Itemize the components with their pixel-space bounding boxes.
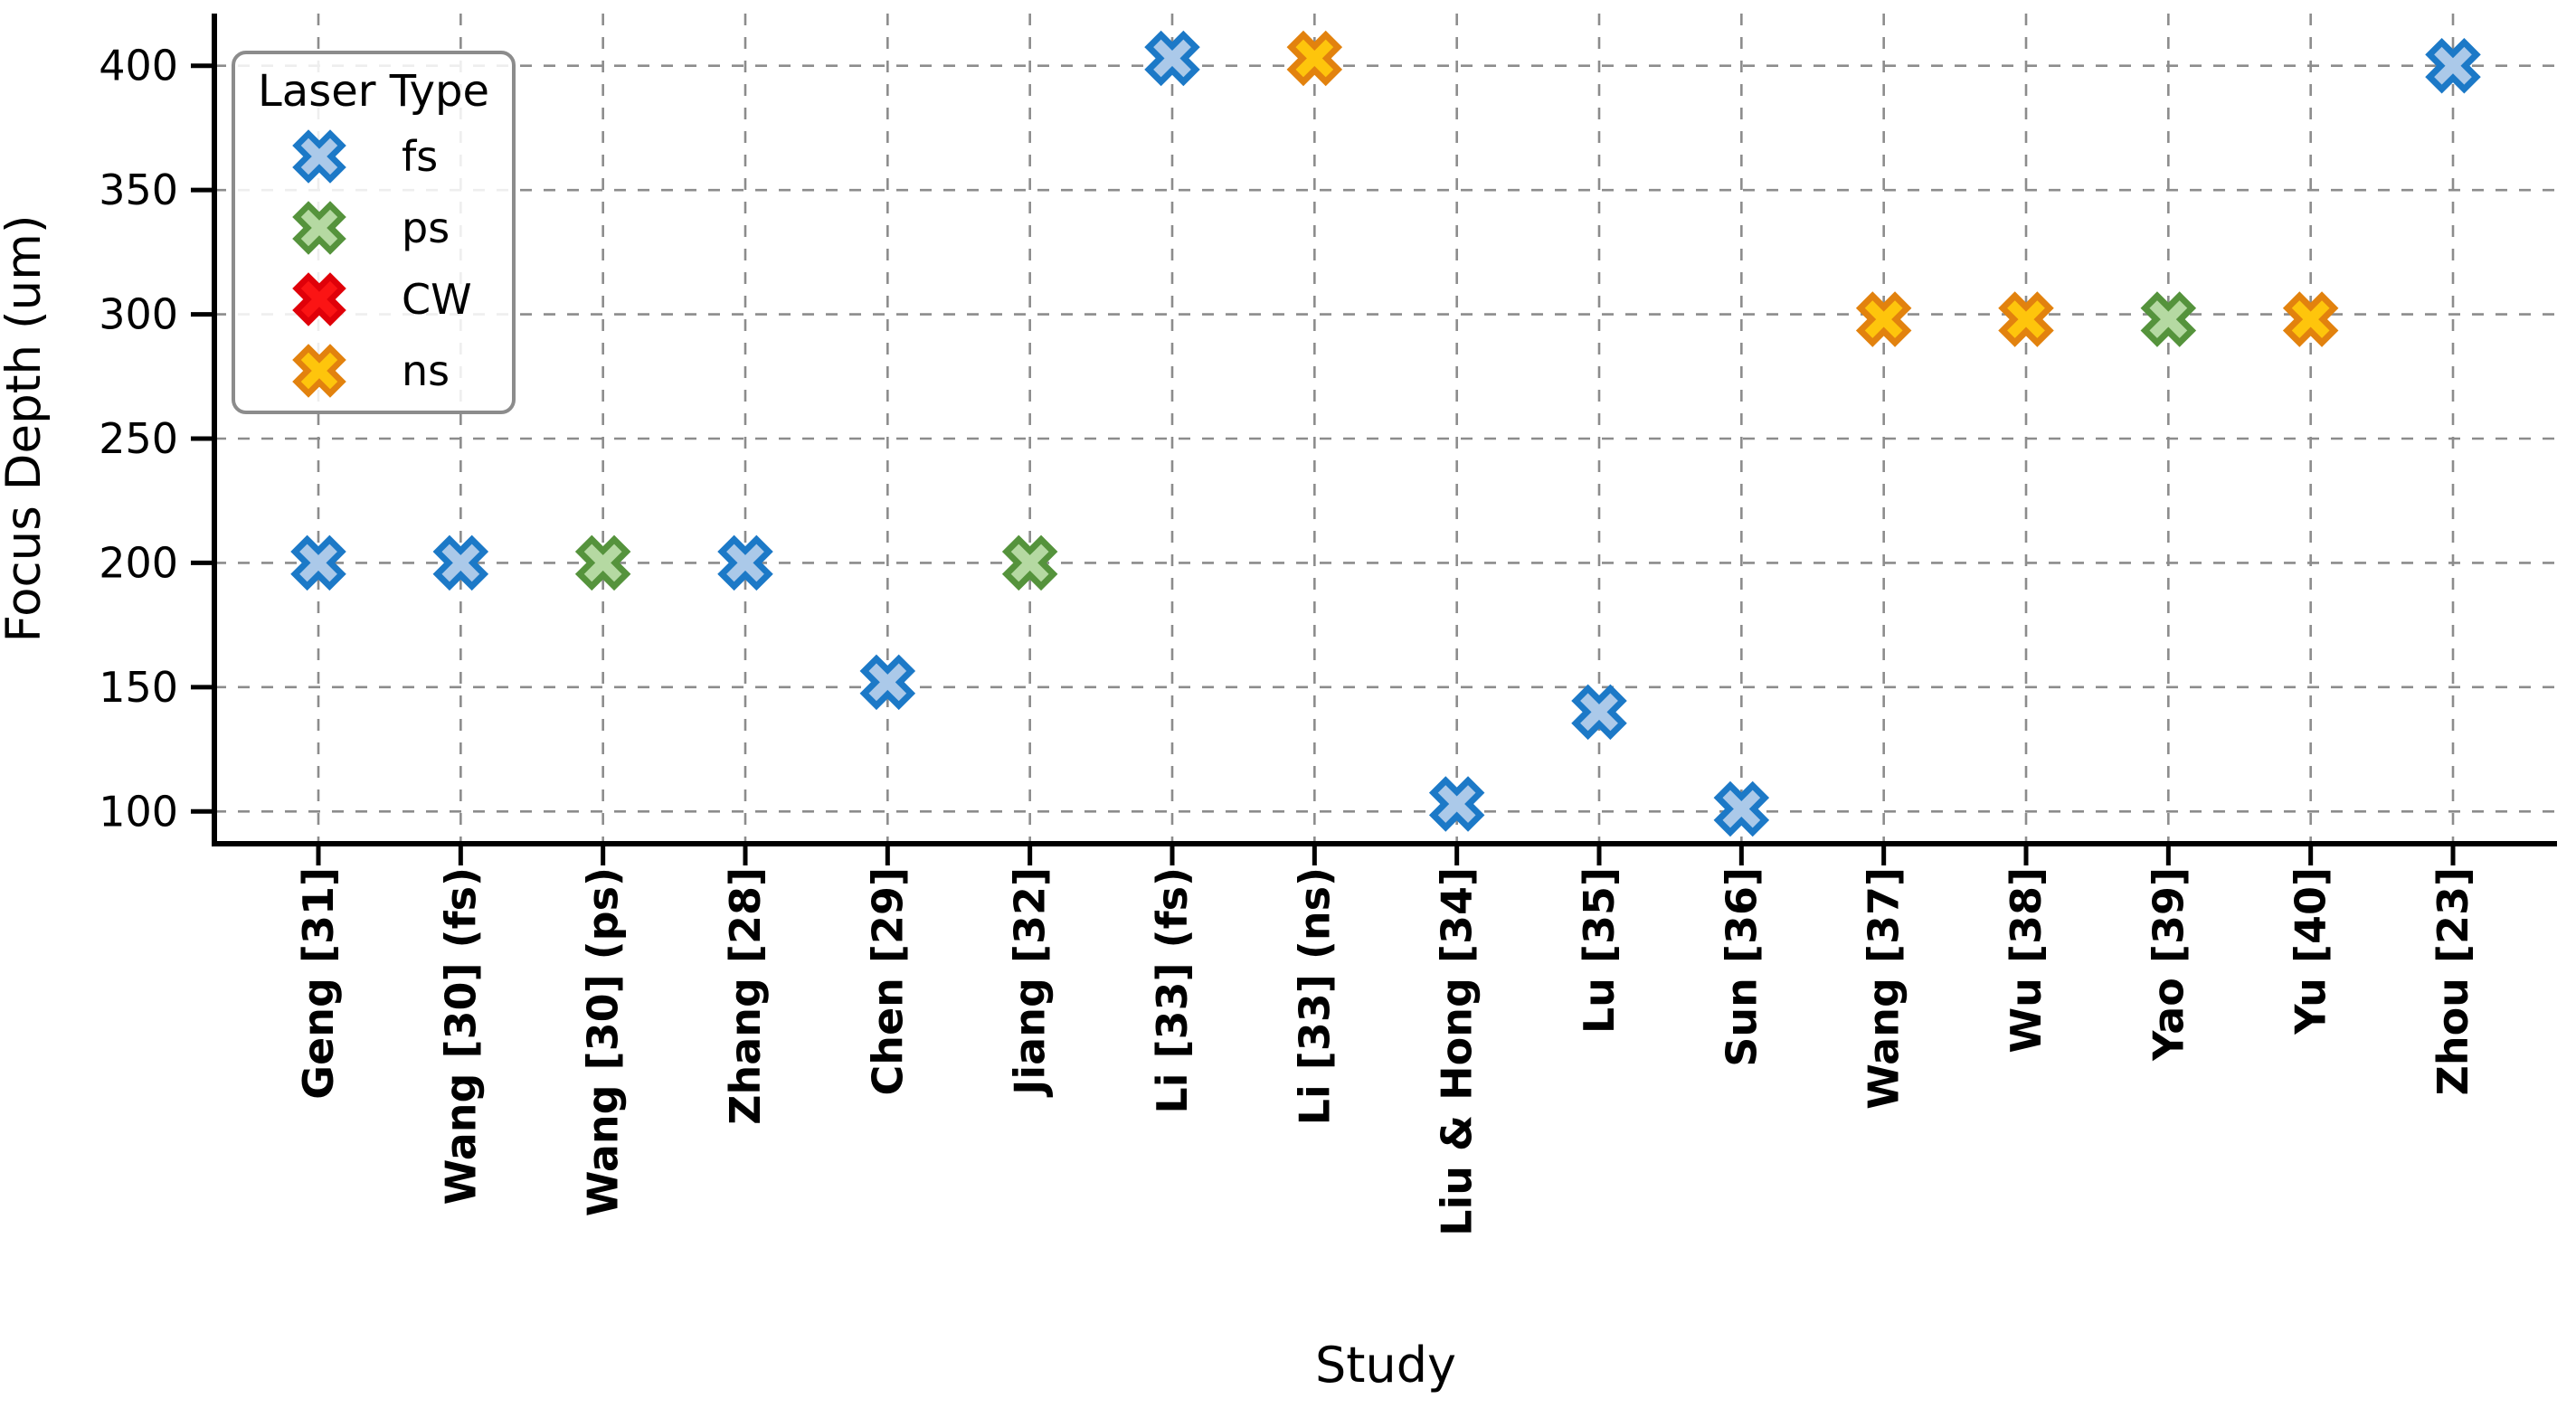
y-tick-label: 350 bbox=[99, 165, 178, 214]
legend-marker-fs-icon bbox=[292, 128, 346, 184]
legend-items: fs ps CW ns bbox=[235, 120, 512, 406]
legend-item-label: ps bbox=[402, 203, 450, 252]
tick-label-layer: 100 150 200 250 300 350 400 Geng [31] Wang [30] … bbox=[99, 42, 2477, 1236]
y-tick-label: 150 bbox=[99, 663, 178, 712]
legend: Laser Type fs ps CW ns bbox=[232, 51, 516, 414]
x-tick-label: Lu [35] bbox=[1575, 867, 1624, 1034]
marker-fs bbox=[717, 534, 773, 591]
x-tick-label: Yao [39] bbox=[2144, 867, 2192, 1062]
marker-fs bbox=[290, 534, 346, 591]
marker-layer bbox=[290, 30, 2481, 837]
marker-fs bbox=[2425, 37, 2481, 94]
x-marker-icon bbox=[292, 200, 346, 255]
x-tick-label: Li [33] (fs) bbox=[1148, 867, 1197, 1114]
y-tick-label: 200 bbox=[99, 538, 178, 587]
legend-item-label: CW bbox=[402, 274, 472, 324]
marker-ns bbox=[1855, 291, 1912, 347]
x-tick-label: Yu [40] bbox=[2287, 867, 2335, 1035]
x-tick-label: Wang [30] (fs) bbox=[436, 867, 485, 1205]
legend-item-CW: CW bbox=[235, 263, 512, 335]
marker-ps bbox=[574, 534, 631, 591]
legend-marker-CW-icon bbox=[292, 271, 346, 326]
legend-item-fs: fs bbox=[235, 120, 512, 192]
y-tick-label: 100 bbox=[99, 787, 178, 836]
x-tick-label: Geng [31] bbox=[294, 867, 343, 1100]
x-tick-label: Wang [30] (ps) bbox=[579, 867, 628, 1216]
x-marker-icon bbox=[292, 343, 346, 398]
x-tick-label: Chen [29] bbox=[863, 867, 912, 1096]
legend-item-label: ns bbox=[402, 345, 450, 395]
marker-fs bbox=[1571, 684, 1627, 741]
axes-layer bbox=[191, 14, 2557, 865]
y-tick-label: 300 bbox=[99, 290, 178, 339]
marker-fs bbox=[1713, 780, 1770, 837]
legend-marker-ns-icon bbox=[292, 343, 346, 398]
legend-item-ns: ns bbox=[235, 335, 512, 406]
x-tick-label: Liu & Hong [34] bbox=[1433, 867, 1482, 1236]
x-tick-label: Zhou [23] bbox=[2429, 867, 2477, 1096]
marker-ps bbox=[1001, 534, 1058, 591]
marker-fs bbox=[432, 534, 489, 591]
y-tick-label: 250 bbox=[99, 414, 178, 463]
x-marker-icon bbox=[292, 128, 346, 184]
x-tick-label: Wang [37] bbox=[1860, 867, 1908, 1110]
y-axis-title: Focus Depth (um) bbox=[0, 214, 52, 642]
marker-fs bbox=[1144, 30, 1200, 87]
marker-fs bbox=[1428, 776, 1485, 832]
x-tick-label: Sun [36] bbox=[1717, 867, 1766, 1067]
y-tick-label: 400 bbox=[99, 42, 178, 90]
legend-title: Laser Type bbox=[258, 66, 489, 117]
legend-item-label: fs bbox=[402, 131, 439, 181]
x-tick-label: Li [33] (ns) bbox=[1290, 867, 1339, 1125]
x-tick-label: Zhang [28] bbox=[721, 867, 770, 1125]
marker-fs bbox=[859, 654, 916, 711]
marker-ns bbox=[1286, 30, 1343, 87]
legend-item-ps: ps bbox=[235, 192, 512, 263]
x-tick-label: Wu [38] bbox=[2002, 867, 2050, 1054]
legend-marker-ps-icon bbox=[292, 200, 346, 255]
marker-ns bbox=[2282, 291, 2339, 347]
marker-ns bbox=[1998, 291, 2054, 347]
x-axis-title: Study bbox=[1315, 1337, 1456, 1394]
marker-ps bbox=[2140, 291, 2197, 347]
grid-layer bbox=[214, 14, 2557, 844]
x-tick-label: Jiang [32] bbox=[1006, 867, 1055, 1098]
x-marker-icon bbox=[292, 271, 346, 326]
